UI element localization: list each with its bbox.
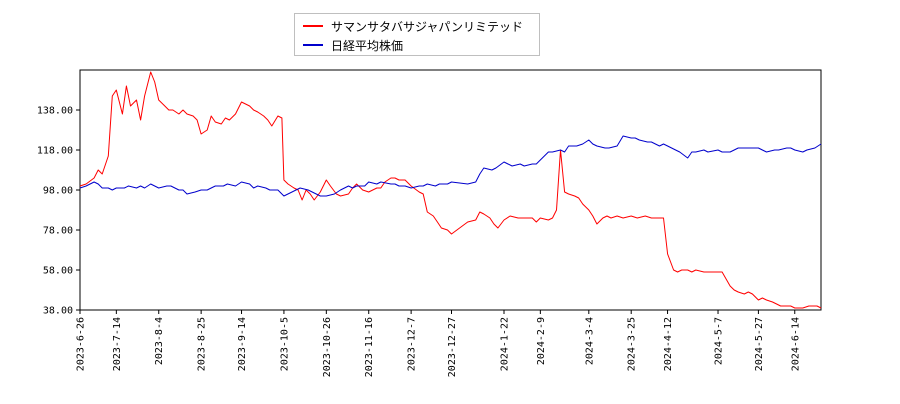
x-tick-label-6: 2023-10-26 bbox=[322, 317, 333, 377]
x-tick-label-14: 2024-4-12 bbox=[663, 317, 674, 371]
x-tick-label-7: 2023-11-16 bbox=[364, 317, 375, 377]
x-tick-label-1: 2023-7-14 bbox=[112, 317, 123, 371]
series-line-1 bbox=[79, 71, 822, 309]
series-line-2 bbox=[79, 135, 822, 197]
x-tick-label-10: 2024-1-22 bbox=[500, 317, 511, 371]
x-tick-label-2: 2023-8-4 bbox=[154, 317, 165, 365]
x-tick-label-16: 2024-5-27 bbox=[754, 317, 765, 371]
y-tick-label-2: 78.00 bbox=[43, 226, 73, 237]
x-tick-label-4: 2023-9-14 bbox=[237, 317, 248, 371]
x-tick-label-5: 2023-10-5 bbox=[279, 317, 290, 371]
x-tick-label-11: 2024-2-9 bbox=[536, 317, 547, 365]
x-tick-label-13: 2024-3-25 bbox=[627, 317, 638, 371]
x-tick-label-17: 2024-6-14 bbox=[790, 317, 801, 371]
x-tick-label-0: 2023-6-26 bbox=[76, 317, 87, 371]
legend-label-series-1: サマンサタバサジャパンリミテッド bbox=[331, 19, 524, 34]
legend-swatch-series-2 bbox=[303, 44, 323, 46]
x-tick-label-9: 2023-12-27 bbox=[447, 317, 458, 377]
legend-item-series-2: 日経平均株価 bbox=[303, 36, 403, 54]
legend-label-series-2: 日経平均株価 bbox=[331, 38, 404, 53]
x-tick-label-3: 2023-8-25 bbox=[197, 317, 208, 371]
legend-swatch-series-1 bbox=[303, 25, 323, 27]
y-tick-label-3: 98.00 bbox=[43, 186, 73, 197]
y-tick-label-5: 138.00 bbox=[37, 106, 73, 117]
x-tick-label-15: 2024-5-7 bbox=[714, 317, 725, 365]
plot-frame bbox=[79, 69, 822, 311]
legend: サマンサタバサジャパンリミテッド 日経平均株価 bbox=[294, 13, 540, 56]
x-tick-label-12: 2024-3-4 bbox=[584, 317, 595, 365]
y-tick-label-0: 38.00 bbox=[43, 306, 73, 317]
y-tick-label-4: 118.00 bbox=[37, 146, 73, 157]
x-tick-label-8: 2023-12-7 bbox=[407, 317, 418, 371]
y-tick-label-1: 58.00 bbox=[43, 266, 73, 277]
legend-item-series-1: サマンサタバサジャパンリミテッド bbox=[303, 17, 523, 35]
